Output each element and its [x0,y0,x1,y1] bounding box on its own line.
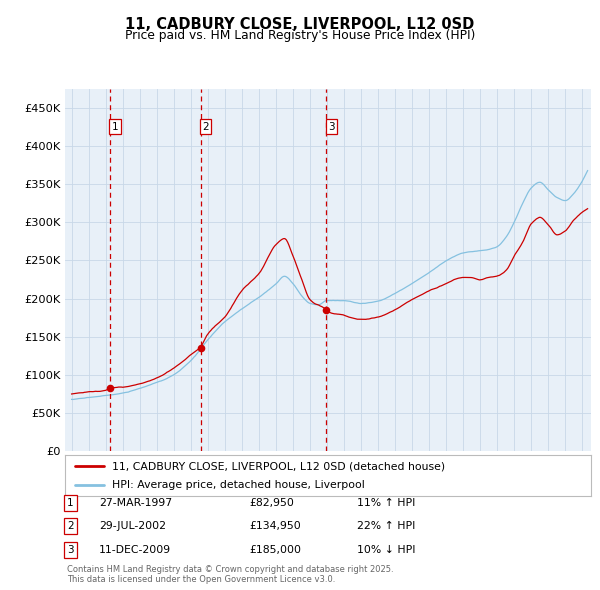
Text: 11-DEC-2009: 11-DEC-2009 [99,545,171,555]
Text: 11% ↑ HPI: 11% ↑ HPI [357,498,415,507]
Text: 27-MAR-1997: 27-MAR-1997 [99,498,172,507]
Text: HPI: Average price, detached house, Liverpool: HPI: Average price, detached house, Live… [112,480,365,490]
Text: 10% ↓ HPI: 10% ↓ HPI [357,545,415,555]
Text: 3: 3 [67,545,74,555]
Text: Price paid vs. HM Land Registry's House Price Index (HPI): Price paid vs. HM Land Registry's House … [125,30,475,42]
Text: 11, CADBURY CLOSE, LIVERPOOL, L12 0SD: 11, CADBURY CLOSE, LIVERPOOL, L12 0SD [125,17,475,31]
Text: 11, CADBURY CLOSE, LIVERPOOL, L12 0SD (detached house): 11, CADBURY CLOSE, LIVERPOOL, L12 0SD (d… [112,461,445,471]
Text: £82,950: £82,950 [249,498,294,507]
Text: £134,950: £134,950 [249,522,301,531]
Text: £185,000: £185,000 [249,545,301,555]
Text: 2: 2 [67,522,74,531]
Text: Contains HM Land Registry data © Crown copyright and database right 2025.
This d: Contains HM Land Registry data © Crown c… [67,565,394,584]
Text: 29-JUL-2002: 29-JUL-2002 [99,522,166,531]
Text: 1: 1 [67,498,74,507]
Text: 3: 3 [328,122,335,132]
Text: 22% ↑ HPI: 22% ↑ HPI [357,522,415,531]
Text: 2: 2 [203,122,209,132]
Text: 1: 1 [112,122,118,132]
